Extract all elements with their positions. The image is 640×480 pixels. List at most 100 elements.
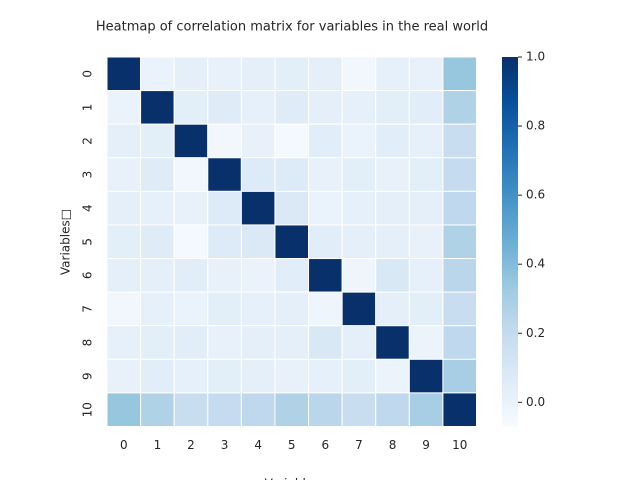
heatmap-cell <box>240 325 276 360</box>
heatmap-cell <box>106 56 142 92</box>
heatmap-cell <box>240 56 276 92</box>
heatmap-cell <box>341 157 377 192</box>
y-tick-label: 5 <box>81 238 95 246</box>
heatmap-cell <box>240 123 276 159</box>
colorbar-tick-label: 1.0 <box>526 50 545 64</box>
heatmap-cell <box>207 291 242 327</box>
heatmap-cell <box>375 90 410 125</box>
heatmap-cell <box>240 258 276 293</box>
heatmap-cell <box>308 190 343 226</box>
heatmap-cell <box>240 224 276 260</box>
heatmap-cell <box>173 90 209 125</box>
heatmap-cell <box>106 392 142 427</box>
x-tick-label: 10 <box>452 438 467 452</box>
heatmap-cell <box>274 392 310 427</box>
heatmap-cell <box>375 325 410 360</box>
heatmap-cell <box>207 358 242 394</box>
heatmap-cell <box>207 90 242 125</box>
y-tick-label: 2 <box>81 137 95 145</box>
heatmap-cell <box>274 56 310 92</box>
heatmap-cell <box>173 258 209 293</box>
heatmap-cell <box>274 123 310 159</box>
heatmap-cell <box>106 258 142 293</box>
heatmap-cell <box>106 157 142 192</box>
heatmap-cell <box>308 291 343 327</box>
heatmap-cell <box>375 224 410 260</box>
x-tick-label: 7 <box>355 438 363 452</box>
heatmap-cell <box>375 291 410 327</box>
heatmap-cell <box>442 157 477 192</box>
heatmap-cell <box>442 291 477 327</box>
heatmap-cell <box>341 90 377 125</box>
heatmap-cell <box>408 358 444 394</box>
heatmap-cell <box>341 123 377 159</box>
heatmap-cell <box>308 123 343 159</box>
x-tick-label: 0 <box>120 438 128 452</box>
heatmap-cell <box>106 325 142 360</box>
y-tick-label: 3 <box>81 171 95 179</box>
heatmap-cell <box>442 224 477 260</box>
heatmap-cell <box>308 224 343 260</box>
y-tick-label: 4 <box>81 204 95 212</box>
heatmap-cell <box>375 123 410 159</box>
heatmap-cell <box>442 258 477 293</box>
heatmap-cell <box>308 90 343 125</box>
y-tick-label: 1 <box>81 104 95 112</box>
heatmap-cell <box>140 224 175 260</box>
heatmap-cell <box>140 291 175 327</box>
heatmap-cell <box>140 392 175 427</box>
heatmap-cell <box>140 157 175 192</box>
heatmap-cell <box>173 190 209 226</box>
heatmap-cell <box>106 123 142 159</box>
heatmap-cell <box>375 56 410 92</box>
heatmap-cell <box>442 56 477 92</box>
heatmap-cell <box>308 258 343 293</box>
heatmap-cell <box>140 123 175 159</box>
colorbar-tick-label: 0.8 <box>526 119 545 133</box>
heatmap-cell <box>106 90 142 125</box>
heatmap-cell <box>274 224 310 260</box>
heatmap-cell <box>442 190 477 226</box>
heatmap-cell <box>140 56 175 92</box>
y-tick-label: 9 <box>81 372 95 380</box>
heatmap-cell <box>308 358 343 394</box>
heatmap-cell <box>207 157 242 192</box>
heatmap-cell <box>173 123 209 159</box>
heatmap-cell <box>408 392 444 427</box>
heatmap-cell <box>274 325 310 360</box>
heatmap-cell <box>240 190 276 226</box>
heatmap-cell <box>408 224 444 260</box>
heatmap-cell <box>140 90 175 125</box>
heatmap-cell <box>274 90 310 125</box>
heatmap-cell <box>341 291 377 327</box>
heatmap-cell <box>442 90 477 125</box>
heatmap-cell <box>375 392 410 427</box>
heatmap-cell <box>442 358 477 394</box>
x-tick-label: 4 <box>254 438 262 452</box>
heatmap-cell <box>408 325 444 360</box>
heatmap-cell <box>207 224 242 260</box>
heatmap-cell <box>106 224 142 260</box>
heatmap-cell <box>274 358 310 394</box>
heatmap-cell <box>173 291 209 327</box>
heatmap-cell <box>173 56 209 92</box>
colorbar-tick-label: 0.2 <box>526 326 545 340</box>
heatmap-cell <box>408 123 444 159</box>
heatmap-cell <box>207 56 242 92</box>
heatmap-cell <box>341 224 377 260</box>
heatmap-cell <box>207 190 242 226</box>
heatmap-cell <box>442 123 477 159</box>
x-tick-label: 8 <box>389 438 397 452</box>
heatmap-cell <box>106 358 142 394</box>
x-tick-label: 5 <box>288 438 296 452</box>
heatmap-cell <box>207 325 242 360</box>
colorbar-tick-label: 0.0 <box>526 395 545 409</box>
heatmap-cell <box>173 224 209 260</box>
heatmap-cell <box>274 291 310 327</box>
heatmap-cell <box>173 325 209 360</box>
heatmap-cell <box>240 157 276 192</box>
heatmap-cell <box>408 90 444 125</box>
heatmap-cell <box>240 90 276 125</box>
y-tick-label: 8 <box>81 339 95 347</box>
colorbar <box>502 57 518 427</box>
